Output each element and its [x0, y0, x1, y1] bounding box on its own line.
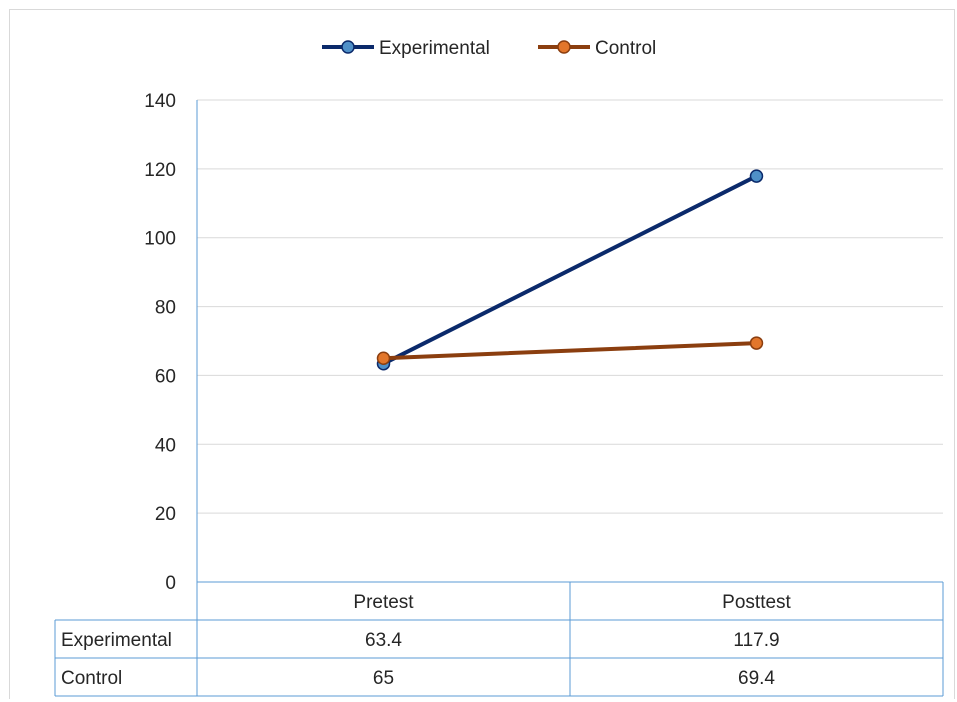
- series-line-control: [381, 341, 759, 361]
- legend-marker-experimental: [341, 40, 355, 54]
- table-cell: 65: [373, 668, 394, 689]
- series-line-experimental: [381, 174, 759, 366]
- y-tick-label: 0: [165, 573, 176, 594]
- gridlines: [197, 99, 943, 514]
- x-category-label: Posttest: [722, 592, 791, 613]
- y-tick-label: 100: [144, 229, 176, 250]
- series-group: [376, 169, 764, 371]
- x-category-label: Pretest: [353, 592, 414, 613]
- table-row-label: Experimental: [61, 630, 172, 651]
- data-point-control: [376, 351, 391, 365]
- table-cell: 63.4: [365, 630, 402, 651]
- legend-marker-control: [557, 40, 571, 54]
- table-cell: 117.9: [733, 630, 779, 651]
- data-point-experimental: [749, 169, 764, 183]
- y-axis-ticks: 0 20 40 60 80 100 120 140: [144, 91, 176, 594]
- y-tick-label: 40: [155, 435, 176, 456]
- y-tick-label: 20: [155, 504, 176, 525]
- legend: Experimental Control: [322, 38, 656, 59]
- table-row-label: Control: [61, 668, 122, 689]
- y-tick-label: 120: [144, 160, 176, 181]
- data-table: Pretest Posttest Experimental 63.4 117.9 Cont…: [54, 581, 944, 697]
- y-tick-label: 60: [155, 366, 176, 387]
- legend-label-experimental: Experimental: [379, 38, 490, 59]
- legend-label-control: Control: [595, 38, 656, 59]
- data-point-control: [749, 336, 764, 350]
- y-tick-label: 80: [155, 298, 176, 319]
- chart-frame: [9, 9, 955, 699]
- y-tick-label: 140: [144, 91, 176, 112]
- table-cell: 69.4: [738, 668, 775, 689]
